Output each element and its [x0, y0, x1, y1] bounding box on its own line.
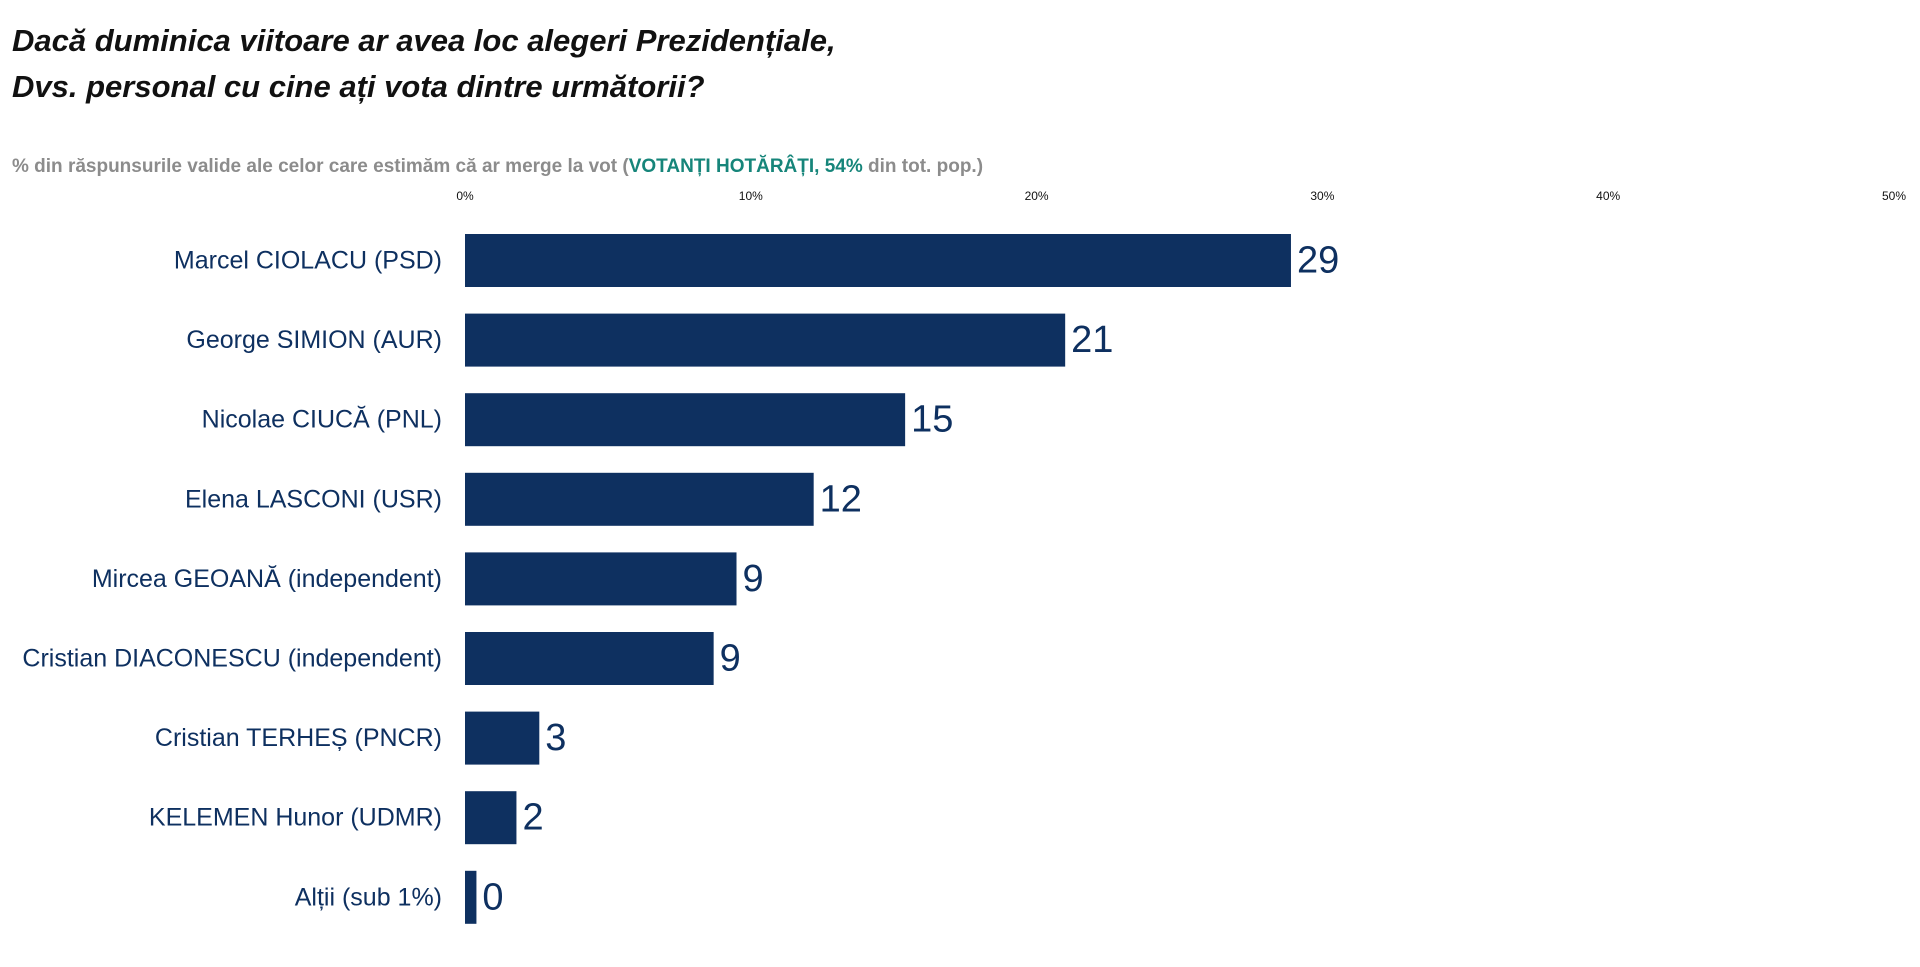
- chart-title-line-1: Dacă duminica viitoare ar avea loc alege…: [12, 23, 836, 58]
- data-label: 29: [1297, 240, 1339, 282]
- data-label: 2: [522, 797, 543, 839]
- category-label: Nicolae CIUCĂ (PNL): [202, 405, 442, 434]
- bar: [465, 313, 1066, 367]
- subtitle-suffix: din tot. pop.): [862, 156, 984, 177]
- bar: [465, 791, 517, 845]
- category-label: KELEMEN Hunor (UDMR): [149, 804, 442, 832]
- data-label: 21: [1071, 319, 1113, 361]
- x-tick-label: 0%: [456, 189, 474, 203]
- data-label: 9: [720, 638, 741, 680]
- category-label: Mircea GEOANĂ (independent): [92, 564, 442, 593]
- category-label: Marcel CIOLACU (PSD): [174, 247, 442, 275]
- chart-subtitle: % din răspunsurile valide ale celor care…: [12, 156, 983, 178]
- x-tick-label: 20%: [1025, 189, 1049, 203]
- category-label: Cristian DIACONESCU (independent): [22, 645, 442, 673]
- chart-title: Dacă duminica viitoare ar avea loc alege…: [12, 18, 836, 110]
- category-label: Alții (sub 1%): [295, 883, 442, 911]
- subtitle-highlight: VOTANȚI HOTĂRÂȚI, 54%: [628, 156, 863, 177]
- data-label: 12: [820, 478, 862, 520]
- data-label: 3: [545, 717, 566, 759]
- subtitle-prefix: % din răspunsurile valide ale celor care…: [12, 156, 629, 177]
- bar: [465, 472, 814, 526]
- data-label: 9: [743, 558, 764, 600]
- chart-title-line-2: Dvs. personal cu cine ați vota dintre ur…: [12, 69, 705, 104]
- data-label: 15: [911, 399, 953, 441]
- bar: [465, 711, 540, 765]
- bar: [465, 870, 477, 924]
- x-tick-label: 50%: [1882, 189, 1906, 203]
- data-label: 0: [482, 876, 503, 918]
- x-tick-label: 30%: [1310, 189, 1334, 203]
- bar: [465, 552, 737, 606]
- category-label: George SIMION (AUR): [186, 326, 442, 354]
- x-tick-label: 10%: [739, 189, 763, 203]
- x-tick-label: 40%: [1596, 189, 1620, 203]
- category-label: Cristian TERHEȘ (PNCR): [155, 724, 442, 752]
- category-label: Elena LASCONI (USR): [185, 485, 442, 513]
- bar: [465, 632, 714, 685]
- bar: [465, 393, 906, 447]
- bar: [465, 234, 1291, 287]
